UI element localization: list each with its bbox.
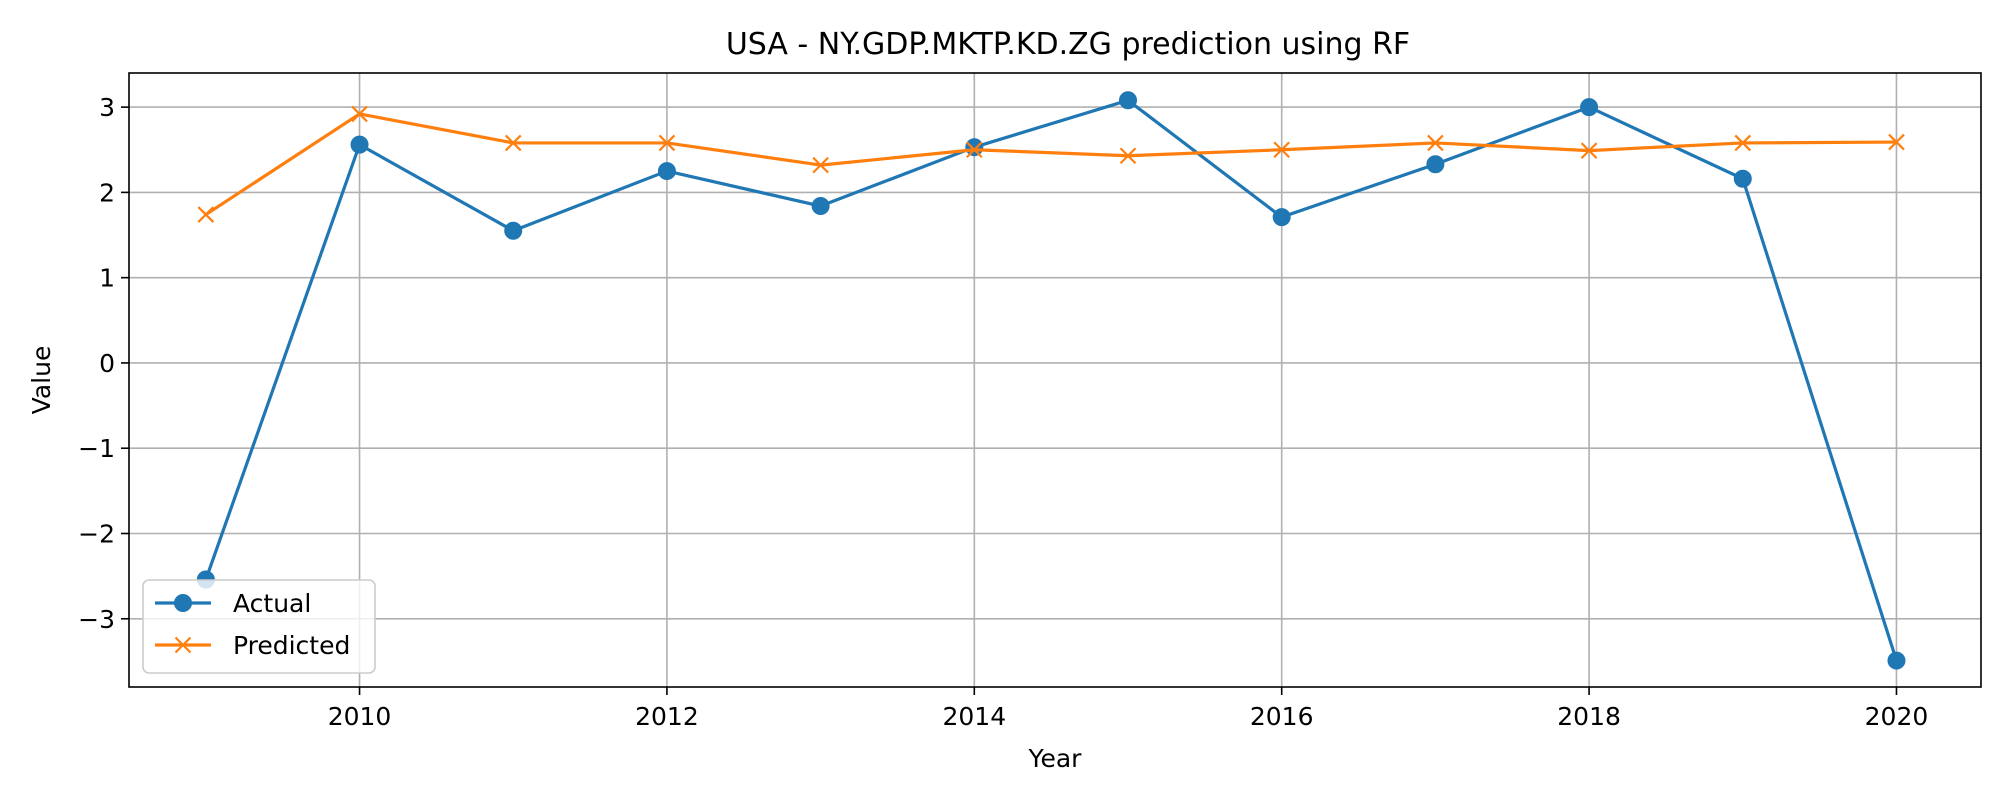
series xyxy=(196,91,1906,670)
data-point-predicted xyxy=(966,141,983,159)
data-point-predicted xyxy=(504,134,522,152)
y-tick-label: −1 xyxy=(78,434,115,463)
legend-marker-actual xyxy=(174,594,192,612)
y-tick-label: −3 xyxy=(78,605,115,634)
y-axis-label: Value xyxy=(27,346,56,415)
data-point-predicted xyxy=(812,156,829,174)
legend: Actual Predicted xyxy=(142,579,376,674)
legend-label-actual: Actual xyxy=(233,589,311,618)
x-tick-label: 2016 xyxy=(1250,702,1314,731)
y-tick-label: 2 xyxy=(99,178,115,207)
data-point-predicted xyxy=(197,206,215,223)
data-point-actual xyxy=(350,135,369,154)
data-point-predicted xyxy=(1734,134,1752,152)
x-tick-label: 2020 xyxy=(1865,702,1929,731)
chart-title: USA - NY.GDP.MKTP.KD.ZG prediction using… xyxy=(726,27,1410,62)
x-tick-label: 2018 xyxy=(1557,702,1621,731)
series-predicted xyxy=(197,105,1905,223)
data-point-actual xyxy=(1272,208,1291,227)
data-point-predicted xyxy=(658,134,676,152)
data-point-actual xyxy=(1733,169,1752,188)
x-axis-label: Year xyxy=(1028,744,1083,773)
x-tick-label: 2010 xyxy=(328,702,392,731)
y-tick-label: 0 xyxy=(99,349,115,378)
x-tick-label: 2014 xyxy=(942,702,1006,731)
legend-entry-actual: Actual xyxy=(155,589,311,618)
y-tick-label: 1 xyxy=(99,264,115,293)
data-point-actual xyxy=(504,221,523,240)
legend-entry-predicted: Predicted xyxy=(155,631,350,660)
data-point-actual xyxy=(1119,91,1138,110)
data-point-predicted xyxy=(1119,147,1137,164)
legend-label-predicted: Predicted xyxy=(233,631,350,660)
axis-ticks: 2010 2012 2014 2016 2018 2020 3 2 1 0 −1 −2 −3 xyxy=(78,93,1928,731)
series-line-actual xyxy=(204,98,1898,662)
data-point-actual xyxy=(811,197,830,216)
data-point-actual xyxy=(1426,155,1445,174)
series-line-predicted xyxy=(204,112,1897,216)
data-point-predicted xyxy=(351,105,368,123)
data-point-actual xyxy=(965,138,984,157)
x-tick-label: 2012 xyxy=(635,702,699,731)
data-point-predicted xyxy=(1888,133,1905,151)
plot-frame xyxy=(128,72,1982,688)
data-point-actual xyxy=(1580,98,1599,117)
data-point-predicted xyxy=(1580,142,1598,159)
legend-marker-predicted xyxy=(174,636,192,654)
data-point-actual xyxy=(1887,651,1906,670)
data-point-predicted xyxy=(1273,141,1290,159)
data-point-predicted xyxy=(1427,134,1444,152)
grid xyxy=(129,73,1981,687)
y-tick-label: 3 xyxy=(99,93,115,122)
y-tick-label: −2 xyxy=(78,520,115,549)
data-point-actual xyxy=(657,162,676,181)
series-actual xyxy=(196,91,1906,670)
